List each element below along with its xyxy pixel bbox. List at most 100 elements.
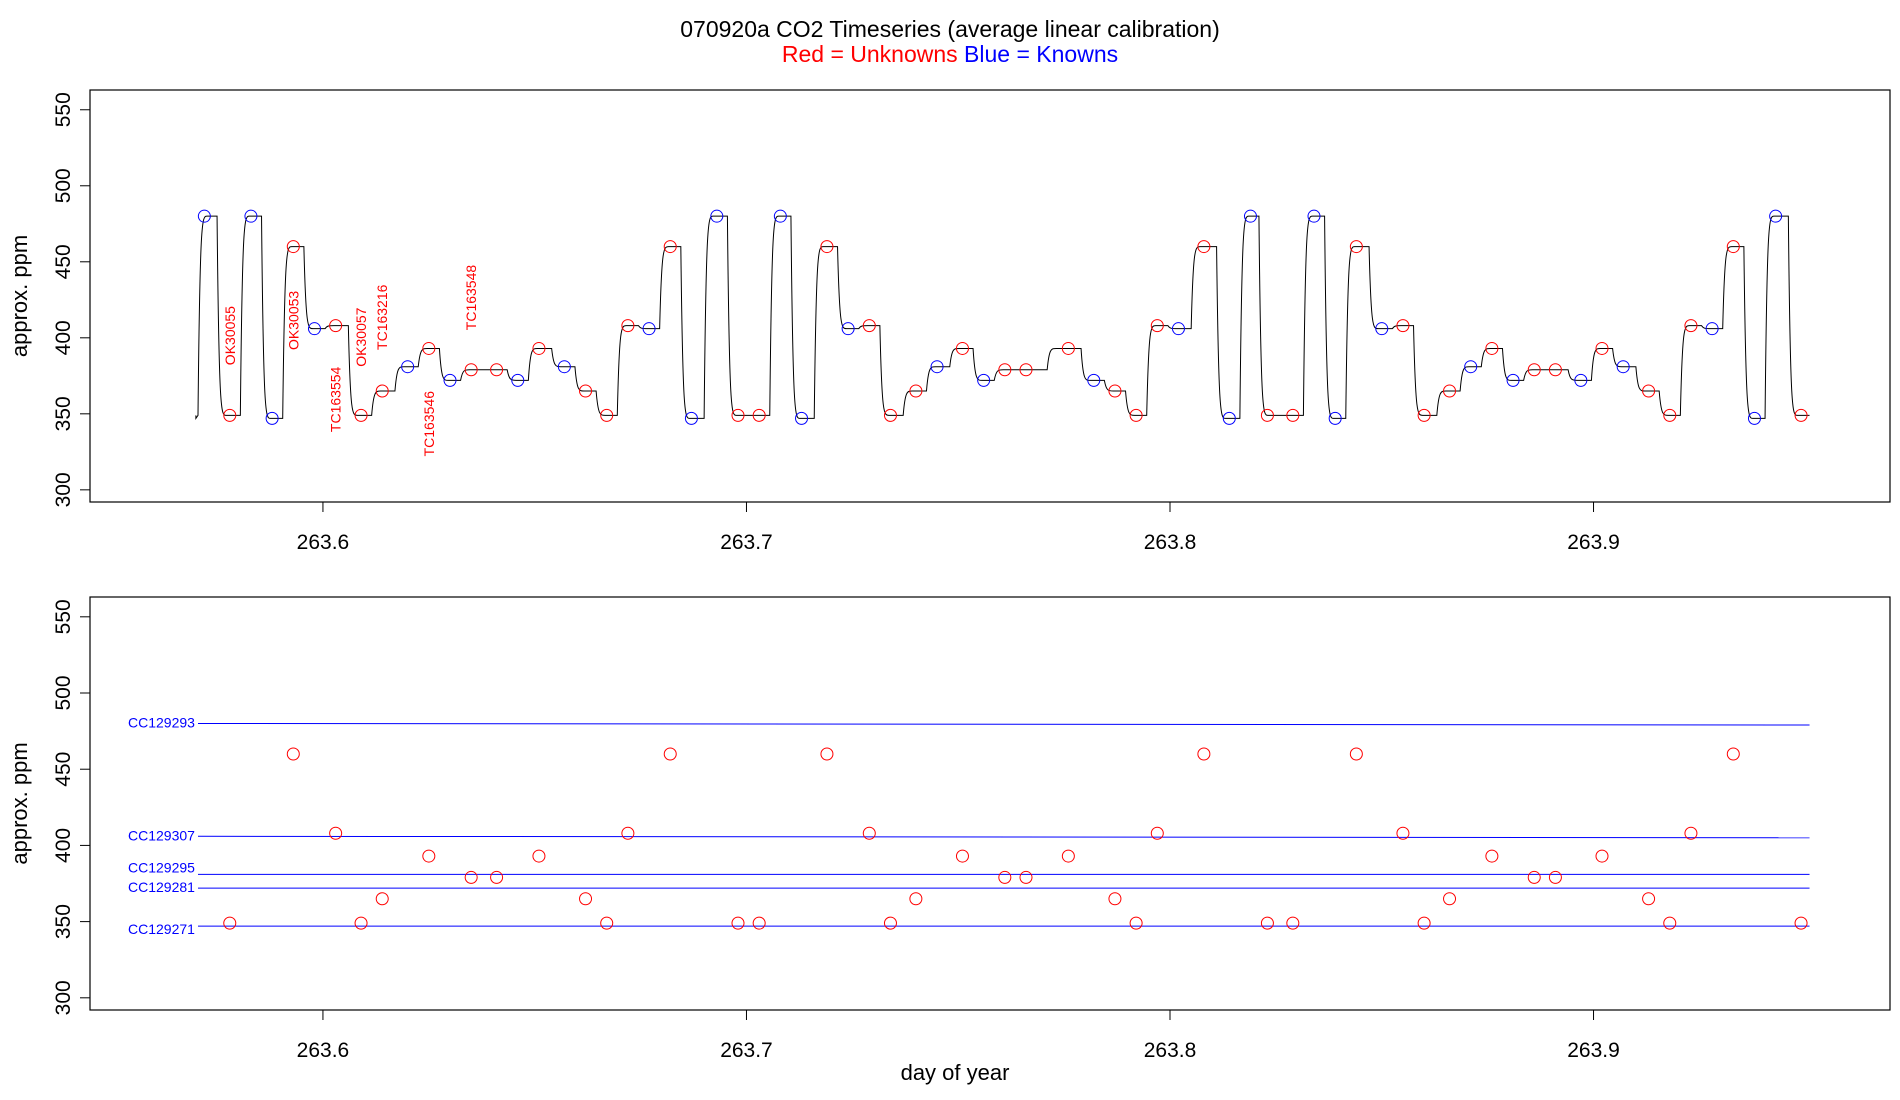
unknown-point [998, 870, 1012, 884]
y-tick-label: 550 [52, 599, 75, 634]
unknown-point [1349, 240, 1363, 254]
x-tick-label: 263.6 [297, 531, 350, 554]
unknown-point [354, 408, 368, 422]
unknown-point [1129, 916, 1143, 930]
known-point [1375, 322, 1389, 336]
unknown-point [422, 849, 436, 863]
unknown-point [1642, 384, 1656, 398]
y-tick-label: 400 [52, 828, 75, 863]
unknown-point [1684, 319, 1698, 333]
y-axis-label: approx. ppm [7, 235, 32, 357]
x-tick-label: 263.8 [1144, 1039, 1197, 1062]
unknown-point [752, 916, 766, 930]
unknown-point [464, 870, 478, 884]
subtitle-knowns: Blue = Knowns [964, 41, 1118, 67]
unknown-point [329, 826, 343, 840]
known-point [1464, 360, 1478, 374]
known-point [1328, 411, 1342, 425]
unknown-point [1726, 240, 1740, 254]
unknown-point [286, 240, 300, 254]
y-tick-label: 500 [52, 168, 75, 203]
unknown-point [1595, 849, 1609, 863]
x-tick-label: 263.7 [720, 1039, 773, 1062]
y-tick-label: 400 [52, 320, 75, 355]
unknown-point [1794, 916, 1808, 930]
known-point [1171, 322, 1185, 336]
x-tick-label: 263.8 [1144, 531, 1197, 554]
unknown-point [1197, 240, 1211, 254]
subtitle-unknowns: Red = Unknowns [782, 41, 958, 67]
unknown-point [1286, 916, 1300, 930]
y-tick-label: 350 [52, 904, 75, 939]
unknown-point [998, 363, 1012, 377]
known-point [401, 360, 415, 374]
bottom-calibration-panel: 300 350 400 450 500 550 263.6 263.7 263.8 263.9 ap… [7, 596, 1891, 1062]
known-point [557, 360, 571, 374]
known-point [642, 322, 656, 336]
unknown-point [1527, 363, 1541, 377]
standard-label: CC129293 [128, 714, 195, 730]
unknown-point [1061, 341, 1075, 355]
unknown-point [1396, 319, 1410, 333]
unknown-point [752, 408, 766, 422]
unknown-point [1108, 892, 1122, 906]
x-tick-label: 263.9 [1567, 531, 1620, 554]
unknown-point [354, 916, 368, 930]
standard-label: CC129295 [128, 859, 195, 875]
known-point [1243, 209, 1257, 223]
standard-line [197, 722, 1810, 726]
known-point [977, 373, 991, 387]
unknown-point [1485, 849, 1499, 863]
unknown-point [464, 363, 478, 377]
unknown-point [375, 384, 389, 398]
co2-trace-line [195, 215, 1810, 420]
unknown-point [422, 341, 436, 355]
known-point [1222, 411, 1236, 425]
figure-title: 070920a CO2 Timeseries (average linear c… [680, 16, 1220, 42]
unknown-point [1726, 747, 1740, 761]
known-point [511, 373, 525, 387]
unknown-point [731, 916, 745, 930]
unknown-point [1150, 826, 1164, 840]
unknown-point [1417, 916, 1431, 930]
unknown-point [1019, 870, 1033, 884]
known-point [1769, 209, 1783, 223]
plot-frame [89, 89, 1891, 503]
unknown-point [731, 408, 745, 422]
unknown-point [490, 363, 504, 377]
known-point [265, 411, 279, 425]
unknown-point [820, 240, 834, 254]
unknown-point [1129, 408, 1143, 422]
known-point [307, 322, 321, 336]
unknown-point [1663, 408, 1677, 422]
unknown-point [1260, 916, 1274, 930]
unknown-point [862, 319, 876, 333]
unknown-point [909, 384, 923, 398]
unknown-point [1684, 826, 1698, 840]
known-point [795, 411, 809, 425]
unknown-point [1595, 341, 1609, 355]
unknown-point [600, 408, 614, 422]
y-tick-label: 450 [52, 752, 75, 787]
unknown-point [1548, 870, 1562, 884]
unknown-point [909, 892, 923, 906]
unknown-point [663, 747, 677, 761]
unknown-point [223, 408, 237, 422]
known-point [841, 322, 855, 336]
sample-id-label: OK30055 [222, 306, 238, 365]
top-timeseries-panel: 300 350 400 450 500 550 263.6 263.7 263.8 263.9 ap… [7, 89, 1891, 554]
unknown-point [1286, 408, 1300, 422]
unknown-point [579, 892, 593, 906]
known-point [1705, 322, 1719, 336]
unknown-point [1527, 870, 1541, 884]
unknown-point [1663, 916, 1677, 930]
unknown-point [862, 826, 876, 840]
known-point [1574, 373, 1588, 387]
known-point [443, 373, 457, 387]
unknown-point [1197, 747, 1211, 761]
unknown-point [1794, 408, 1808, 422]
y-tick-label: 300 [52, 472, 75, 507]
x-tick-label: 263.9 [1567, 1039, 1620, 1062]
unknown-point [1019, 363, 1033, 377]
